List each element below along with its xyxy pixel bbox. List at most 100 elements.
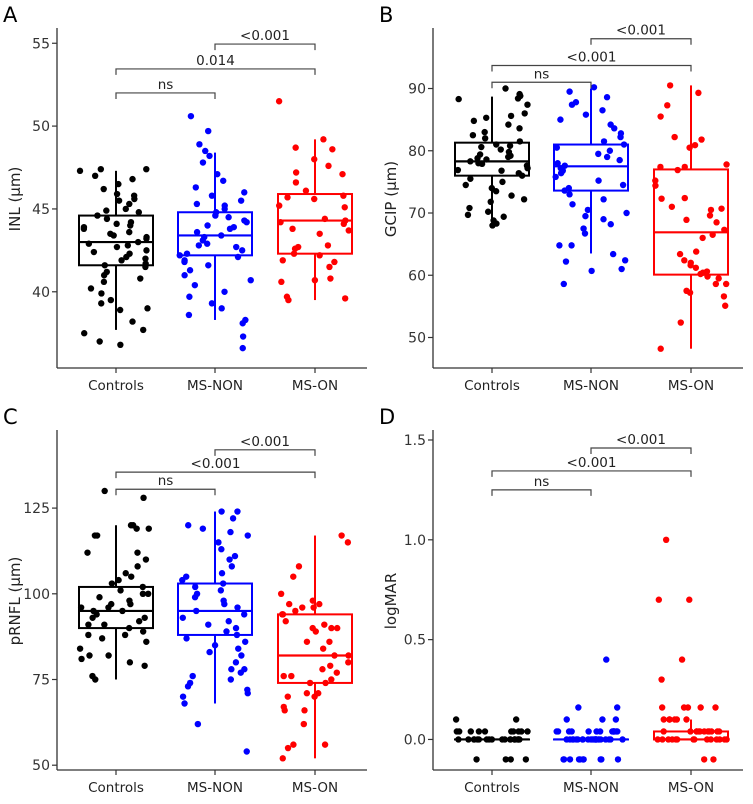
data-point <box>344 539 352 546</box>
data-point <box>91 172 99 180</box>
data-point <box>289 225 296 233</box>
data-point <box>499 178 506 186</box>
data-point <box>465 736 472 743</box>
data-point <box>220 177 227 184</box>
data-point <box>115 197 123 204</box>
data-point <box>511 736 518 743</box>
data-point <box>126 659 134 666</box>
significance-label: <0.001 <box>240 28 290 44</box>
significance-bracket <box>115 92 216 99</box>
panel-b: B 50 60 70 80 90 GCIP (µm) Controls MS-NON MS-ON n… <box>376 0 753 402</box>
data-point <box>712 704 719 711</box>
data-point <box>697 704 704 711</box>
data-point <box>134 238 142 246</box>
data-point <box>239 320 246 327</box>
data-point <box>292 607 299 615</box>
data-point <box>143 165 150 173</box>
data-point <box>205 621 212 628</box>
data-point <box>204 222 211 229</box>
data-point <box>228 563 236 570</box>
data-point <box>664 102 671 109</box>
data-point <box>516 125 523 132</box>
data-point <box>100 272 108 279</box>
data-point <box>345 659 352 666</box>
data-point <box>98 290 105 297</box>
y-tick-label: 1.0 <box>404 533 426 549</box>
data-point <box>316 252 323 259</box>
data-point <box>234 508 241 515</box>
data-point <box>695 89 702 97</box>
data-point <box>588 267 595 275</box>
data-point <box>321 621 328 628</box>
data-point <box>467 175 474 182</box>
data-point <box>316 230 323 237</box>
data-point <box>673 736 681 743</box>
data-point <box>474 155 481 162</box>
data-point <box>134 563 141 570</box>
data-point <box>203 240 211 247</box>
x-tick-label: Controls <box>464 780 520 796</box>
x-tick-label: MS-ON <box>292 378 338 394</box>
data-point <box>660 716 667 723</box>
data-point <box>107 230 114 237</box>
data-point <box>237 197 245 204</box>
data-point <box>673 716 681 723</box>
data-point <box>131 195 138 203</box>
data-point <box>123 253 130 261</box>
data-point <box>454 166 462 174</box>
data-point <box>657 345 664 352</box>
data-point <box>581 230 589 237</box>
data-point <box>191 583 199 591</box>
data-point <box>327 275 334 282</box>
data-point <box>312 628 319 635</box>
data-point <box>185 311 193 319</box>
data-point <box>192 184 199 191</box>
data-point <box>657 163 664 171</box>
data-point <box>603 656 610 663</box>
data-point <box>290 741 297 748</box>
data-point <box>239 344 246 352</box>
data-point <box>478 160 486 168</box>
data-point <box>345 652 352 659</box>
data-point <box>320 136 327 143</box>
data-point <box>508 192 515 199</box>
data-point <box>666 82 674 89</box>
y-tick-label: 45 <box>32 202 50 218</box>
data-point <box>221 205 228 213</box>
data-point <box>512 716 520 723</box>
data-point <box>229 515 237 522</box>
significance-bracket <box>491 64 692 72</box>
data-point <box>284 744 292 752</box>
panel-label: A <box>3 3 18 27</box>
data-point <box>328 624 335 632</box>
data-point <box>598 756 605 763</box>
data-point <box>603 153 611 161</box>
data-point <box>723 161 730 168</box>
data-point <box>113 190 121 198</box>
data-point <box>218 232 225 239</box>
data-point <box>290 573 297 580</box>
data-point <box>288 672 295 680</box>
data-point <box>221 288 228 295</box>
y-tick-label: 50 <box>32 119 50 135</box>
data-point <box>467 158 474 165</box>
data-point <box>561 187 568 194</box>
data-point <box>276 202 283 209</box>
data-point <box>76 645 84 652</box>
significance-bracket <box>214 43 316 51</box>
x-tick-label: MS-NON <box>187 780 243 796</box>
data-point <box>621 257 629 264</box>
data-point <box>206 152 213 160</box>
data-point <box>199 237 207 244</box>
data-point <box>507 756 514 763</box>
data-point <box>85 240 93 247</box>
data-point <box>208 192 216 199</box>
data-point <box>94 212 101 219</box>
data-point <box>612 716 620 723</box>
data-point <box>552 173 559 181</box>
data-point <box>218 546 225 553</box>
significance-bracket <box>214 449 316 456</box>
x-tick-label: Controls <box>88 780 144 796</box>
data-point <box>568 242 575 249</box>
data-point <box>191 281 199 289</box>
